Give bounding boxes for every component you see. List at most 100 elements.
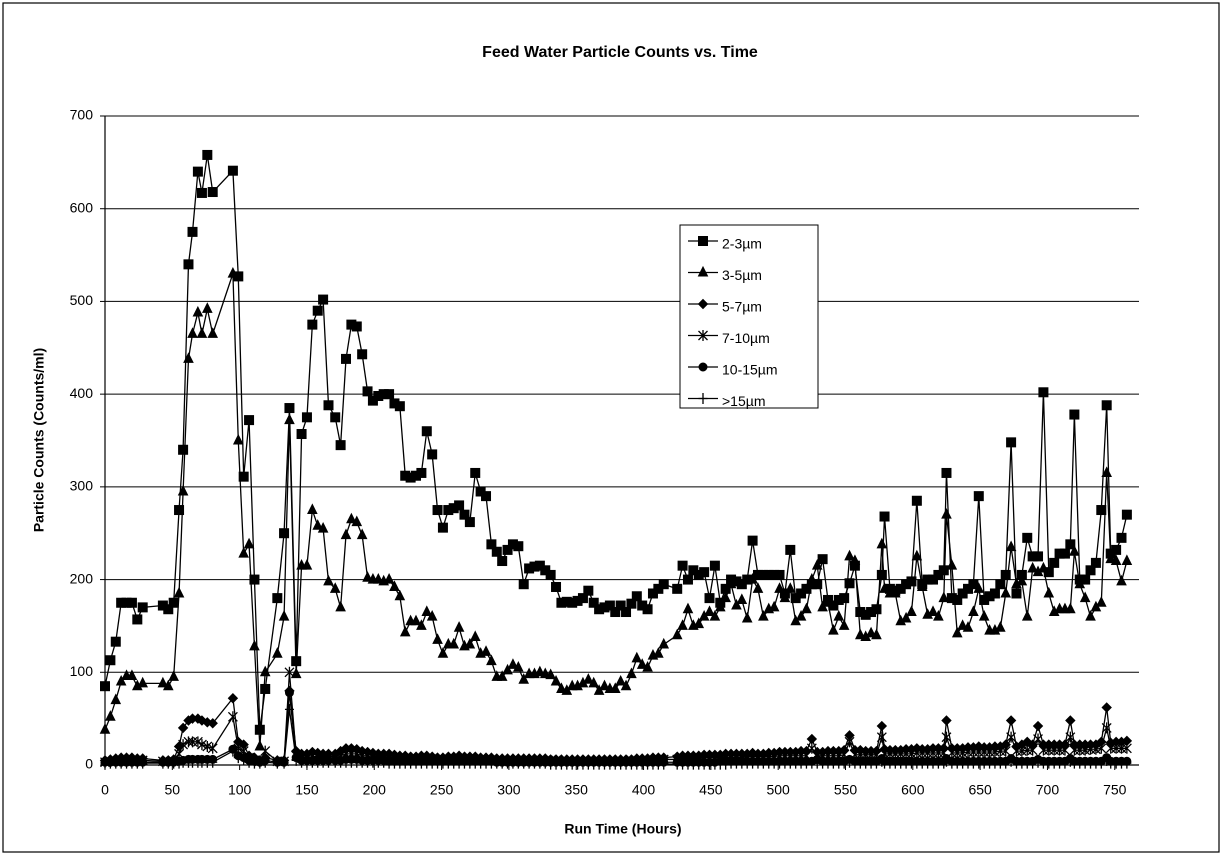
marker [697, 298, 709, 310]
marker [911, 495, 922, 506]
marker [249, 639, 260, 651]
marker [540, 757, 550, 769]
marker [437, 647, 449, 658]
marker [379, 756, 389, 768]
marker [427, 449, 438, 460]
marker [854, 628, 866, 640]
marker [110, 636, 121, 647]
marker [1122, 757, 1132, 769]
marker [1096, 505, 1107, 516]
marker [927, 605, 939, 617]
marker [1059, 548, 1070, 559]
marker [693, 617, 705, 629]
marker [1006, 755, 1016, 767]
marker [323, 400, 334, 411]
marker [615, 674, 626, 686]
marker [137, 676, 149, 688]
marker [1060, 757, 1070, 769]
marker [699, 567, 710, 578]
marker [394, 589, 406, 601]
marker [671, 628, 683, 640]
marker [642, 604, 653, 615]
marker [1000, 586, 1012, 598]
marker [747, 572, 758, 584]
marker [464, 637, 476, 649]
y-tick-label: 700 [70, 107, 94, 123]
marker [453, 621, 465, 632]
marker [470, 467, 481, 478]
marker [187, 327, 198, 338]
marker [747, 535, 758, 546]
marker [362, 386, 373, 397]
marker [260, 756, 270, 768]
marker [178, 739, 189, 751]
marker [995, 579, 1006, 590]
marker [1121, 554, 1133, 566]
marker [178, 444, 189, 455]
marker [279, 757, 289, 769]
marker [795, 610, 807, 621]
x-tick-label: 700 [1036, 782, 1060, 798]
marker [301, 559, 313, 570]
marker [588, 676, 600, 688]
marker [469, 630, 481, 642]
marker [626, 598, 637, 609]
marker [838, 619, 850, 630]
marker [658, 637, 670, 649]
marker [989, 588, 1000, 599]
marker [284, 688, 294, 698]
marker [340, 353, 351, 364]
marker [207, 718, 218, 729]
marker [968, 605, 979, 617]
marker [330, 412, 341, 423]
x-tick-label: 250 [430, 782, 454, 798]
legend-label: 3-5µm [722, 267, 762, 283]
marker [1006, 437, 1017, 448]
marker [168, 597, 179, 608]
marker [1011, 588, 1022, 599]
marker [741, 611, 753, 623]
marker [811, 559, 823, 570]
marker [335, 440, 346, 451]
marker [844, 578, 855, 589]
marker [1074, 577, 1086, 589]
legend-label: 5-7µm [722, 299, 762, 315]
marker [227, 266, 239, 278]
marker [1101, 466, 1112, 477]
marker [941, 467, 952, 478]
marker [1033, 756, 1043, 768]
marker [284, 703, 294, 715]
marker [173, 586, 185, 598]
marker [132, 614, 143, 625]
marker [801, 602, 812, 614]
marker [941, 715, 952, 726]
marker [312, 519, 324, 530]
marker [822, 596, 834, 607]
marker [545, 569, 556, 580]
marker [312, 305, 323, 316]
marker [227, 693, 239, 704]
marker [1000, 745, 1011, 757]
marker [272, 647, 283, 658]
marker [911, 549, 923, 561]
marker [177, 722, 189, 734]
x-tick-label: 450 [699, 782, 723, 798]
x-tick-label: 550 [834, 782, 858, 798]
marker [163, 604, 174, 615]
marker [1101, 722, 1112, 734]
marker [296, 429, 307, 440]
marker [437, 522, 448, 533]
marker [1033, 551, 1044, 562]
marker [916, 580, 928, 591]
marker [1065, 715, 1076, 726]
marker [207, 742, 218, 754]
marker [126, 669, 138, 680]
marker [290, 667, 302, 679]
marker [833, 610, 845, 621]
marker [879, 511, 890, 522]
marker [207, 187, 218, 198]
marker [1049, 557, 1060, 568]
marker [698, 393, 708, 404]
marker [682, 602, 694, 614]
